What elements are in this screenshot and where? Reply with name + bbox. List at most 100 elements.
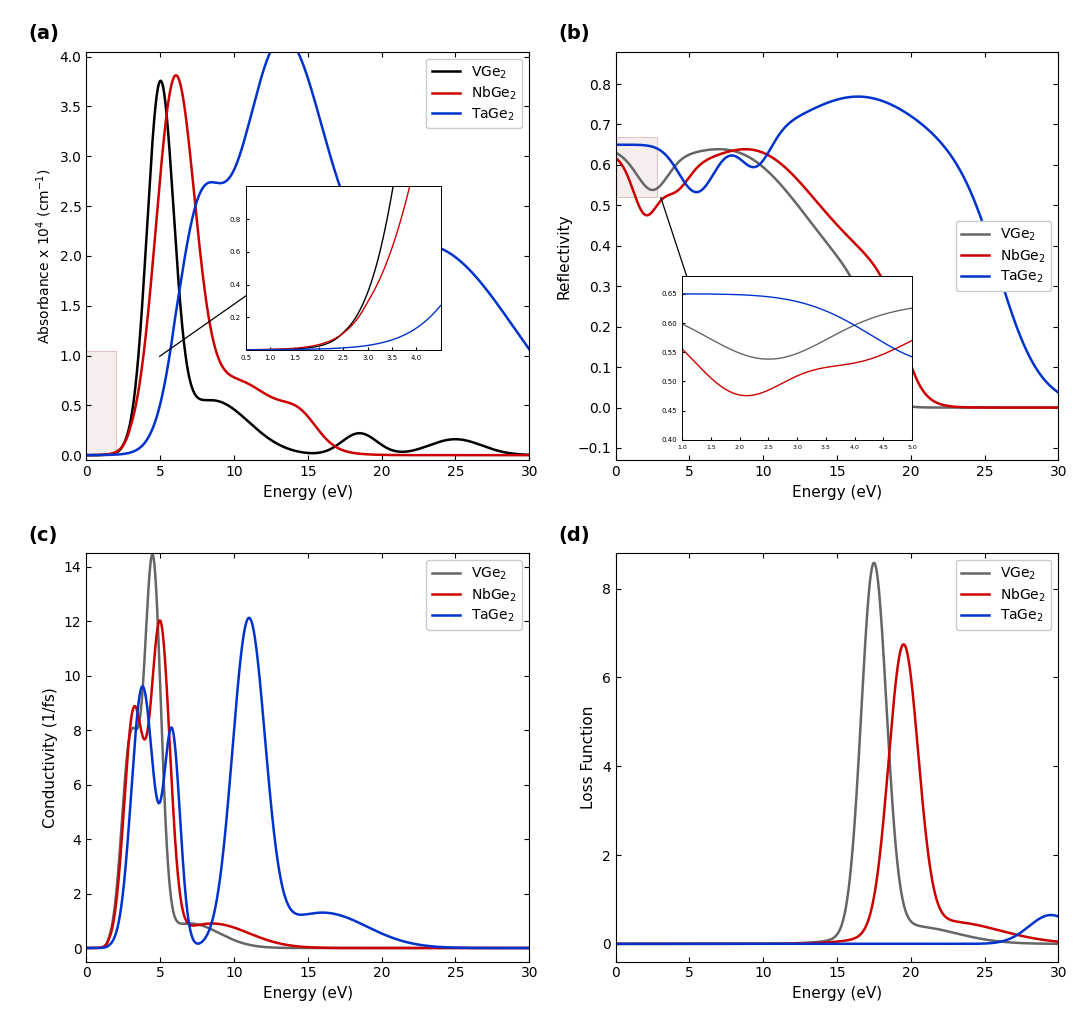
NbGe$_2$	[609, 938, 622, 950]
Line: NbGe$_2$: NbGe$_2$	[86, 620, 529, 948]
VGe$_2$	[660, 172, 673, 184]
NbGe$_2$	[897, 638, 910, 650]
TaGe$_2$	[514, 942, 527, 954]
NbGe$_2$	[249, 930, 262, 942]
NbGe$_2$	[157, 140, 170, 152]
TaGe$_2$	[1044, 909, 1057, 921]
TaGe$_2$	[514, 331, 527, 343]
VGe$_2$	[609, 146, 622, 158]
VGe$_2$	[249, 940, 262, 952]
VGe$_2$	[798, 937, 811, 949]
X-axis label: Energy (eV): Energy (eV)	[262, 986, 353, 1001]
TaGe$_2$	[996, 277, 1009, 290]
NbGe$_2$	[153, 614, 166, 627]
TaGe$_2$	[1052, 910, 1065, 922]
NbGe$_2$	[779, 161, 792, 174]
Y-axis label: Absorbance x 10$^4$ (cm$^{-1}$): Absorbance x 10$^4$ (cm$^{-1}$)	[35, 169, 54, 343]
Line: VGe$_2$: VGe$_2$	[86, 81, 529, 455]
Legend: VGe$_2$, NbGe$_2$, TaGe$_2$: VGe$_2$, NbGe$_2$, TaGe$_2$	[956, 560, 1052, 630]
NbGe$_2$	[157, 633, 170, 645]
NbGe$_2$	[996, 401, 1009, 414]
NbGe$_2$	[80, 449, 93, 461]
NbGe$_2$	[80, 942, 93, 954]
Text: (a): (a)	[29, 25, 59, 43]
TaGe$_2$	[798, 938, 811, 950]
TaGe$_2$	[779, 121, 792, 133]
Line: TaGe$_2$: TaGe$_2$	[86, 618, 529, 948]
Text: (d): (d)	[558, 526, 590, 545]
NbGe$_2$	[523, 942, 536, 954]
VGe$_2$	[1043, 938, 1056, 950]
NbGe$_2$	[514, 449, 527, 461]
TaGe$_2$	[249, 642, 262, 655]
VGe$_2$	[131, 366, 144, 378]
VGe$_2$	[1052, 401, 1065, 414]
NbGe$_2$	[269, 393, 282, 405]
VGe$_2$	[523, 942, 536, 954]
Line: NbGe$_2$: NbGe$_2$	[616, 644, 1058, 944]
Y-axis label: Reflectivity: Reflectivity	[556, 213, 571, 299]
NbGe$_2$	[131, 704, 144, 717]
VGe$_2$	[779, 938, 792, 950]
TaGe$_2$	[996, 935, 1009, 947]
TaGe$_2$	[131, 444, 144, 456]
Legend: VGe$_2$, NbGe$_2$, TaGe$_2$: VGe$_2$, NbGe$_2$, TaGe$_2$	[956, 221, 1052, 291]
TaGe$_2$	[467, 942, 480, 954]
VGe$_2$	[154, 74, 167, 87]
TaGe$_2$	[851, 90, 864, 102]
VGe$_2$	[660, 938, 673, 950]
Line: NbGe$_2$: NbGe$_2$	[616, 149, 1058, 407]
X-axis label: Energy (eV): Energy (eV)	[262, 485, 353, 499]
VGe$_2$	[467, 942, 480, 954]
VGe$_2$	[514, 448, 527, 460]
Bar	[616, 136, 657, 197]
NbGe$_2$	[523, 449, 536, 461]
TaGe$_2$	[523, 942, 536, 954]
NbGe$_2$	[686, 938, 699, 950]
X-axis label: Energy (eV): Energy (eV)	[792, 485, 882, 499]
Line: VGe$_2$: VGe$_2$	[86, 554, 529, 948]
NbGe$_2$	[131, 394, 144, 406]
VGe$_2$	[686, 938, 699, 950]
VGe$_2$	[523, 449, 536, 461]
TaGe$_2$	[686, 185, 699, 197]
VGe$_2$	[609, 938, 622, 950]
VGe$_2$	[1043, 401, 1056, 414]
Bar	[86, 351, 116, 455]
NbGe$_2$	[467, 449, 480, 461]
TaGe$_2$	[798, 107, 811, 119]
Line: TaGe$_2$: TaGe$_2$	[616, 915, 1058, 944]
TaGe$_2$	[131, 711, 144, 724]
TaGe$_2$	[660, 149, 673, 161]
VGe$_2$	[1052, 938, 1065, 950]
NbGe$_2$	[467, 942, 480, 954]
X-axis label: Energy (eV): Energy (eV)	[792, 986, 882, 1001]
VGe$_2$	[80, 942, 93, 954]
Y-axis label: Conductivity (1/fs): Conductivity (1/fs)	[43, 687, 58, 828]
VGe$_2$	[131, 723, 144, 735]
Line: TaGe$_2$: TaGe$_2$	[616, 96, 1058, 393]
Line: NbGe$_2$: NbGe$_2$	[86, 75, 529, 455]
NbGe$_2$	[170, 69, 183, 82]
TaGe$_2$	[80, 942, 93, 954]
TaGe$_2$	[523, 343, 536, 356]
TaGe$_2$	[686, 938, 699, 950]
VGe$_2$	[467, 436, 480, 449]
NbGe$_2$	[798, 182, 811, 194]
NbGe$_2$	[739, 143, 752, 155]
NbGe$_2$	[1052, 401, 1065, 414]
NbGe$_2$	[1043, 935, 1056, 947]
Text: (b): (b)	[558, 25, 590, 43]
NbGe$_2$	[779, 938, 792, 950]
Text: (c): (c)	[29, 526, 58, 545]
NbGe$_2$	[269, 936, 282, 948]
NbGe$_2$	[996, 925, 1009, 938]
NbGe$_2$	[660, 938, 673, 950]
VGe$_2$	[157, 764, 170, 777]
NbGe$_2$	[660, 190, 673, 203]
TaGe$_2$	[269, 36, 282, 49]
VGe$_2$	[867, 556, 880, 569]
Legend: VGe$_2$, NbGe$_2$, TaGe$_2$: VGe$_2$, NbGe$_2$, TaGe$_2$	[427, 59, 523, 128]
TaGe$_2$	[243, 612, 256, 625]
NbGe$_2$	[249, 383, 262, 395]
